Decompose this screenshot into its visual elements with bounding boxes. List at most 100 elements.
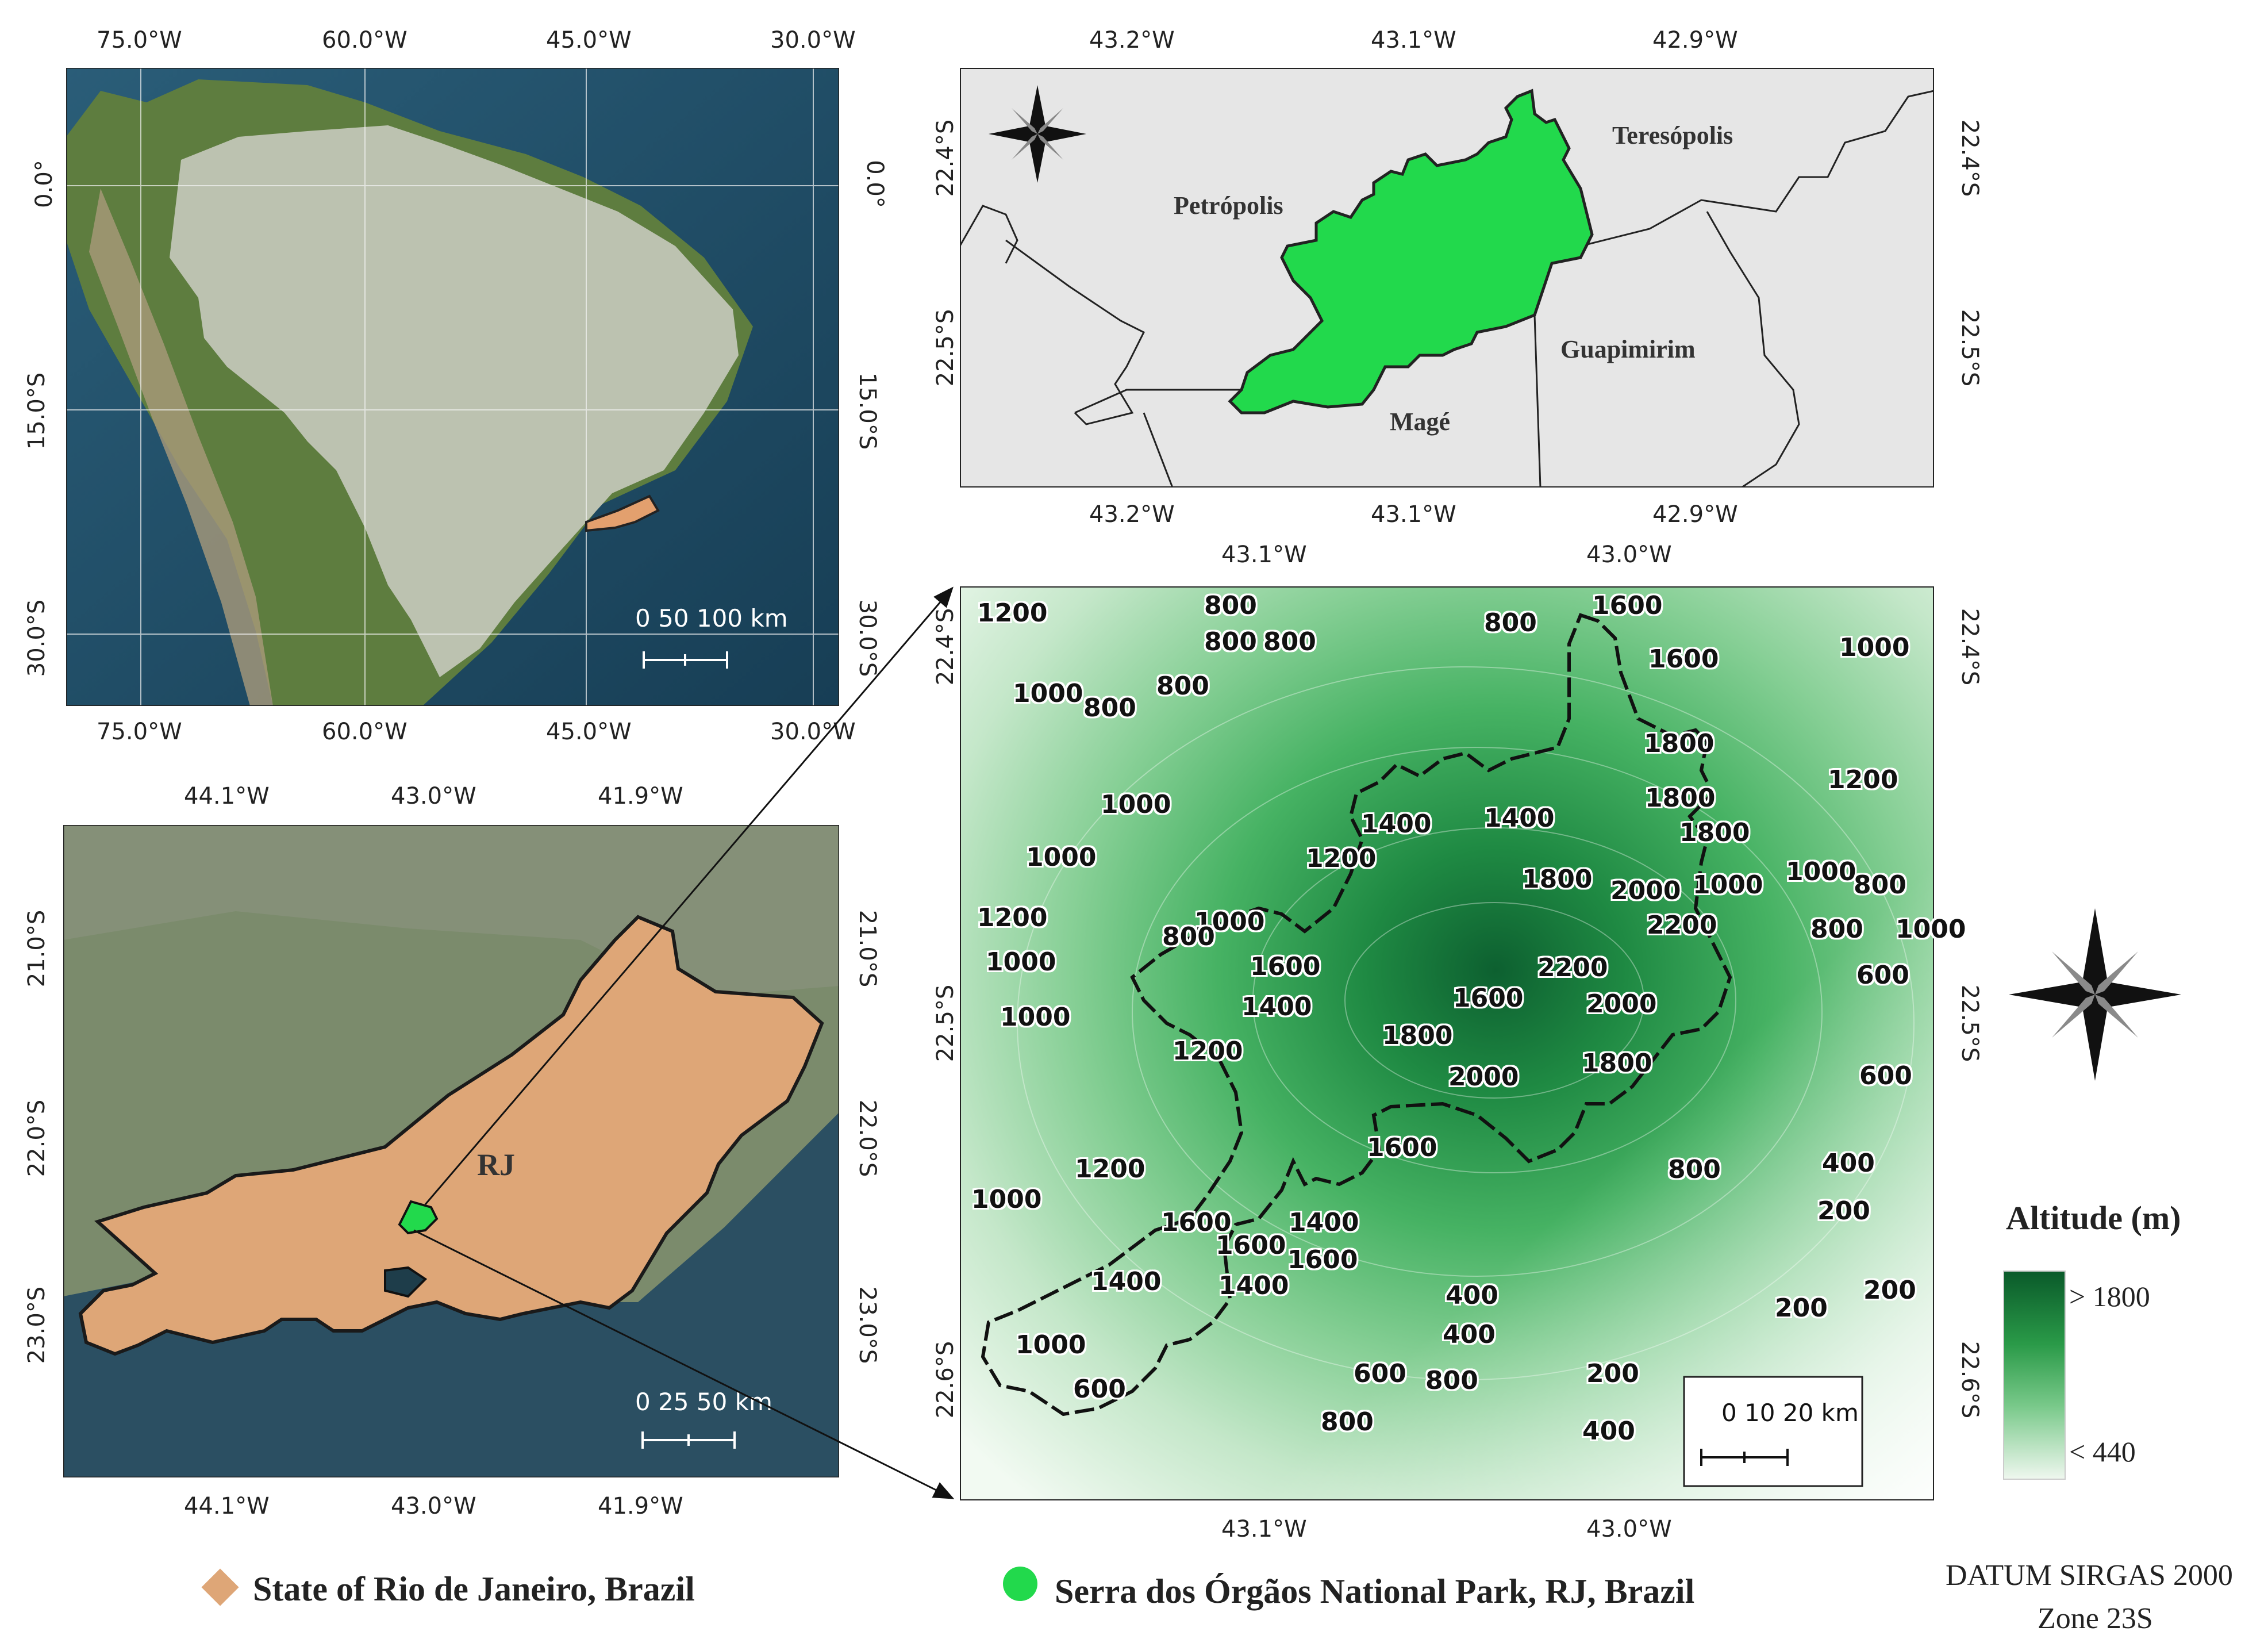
contour-label: 800 (1263, 627, 1316, 657)
legend-rj-label: State of Rio de Janeiro, Brazil (253, 1570, 695, 1608)
contour-label: 1600 (1453, 984, 1524, 1013)
contour-label: 1200 (977, 903, 1048, 932)
contour-label: 400 (1446, 1281, 1498, 1310)
tick-bottom: 45.0°W (546, 719, 632, 745)
label-guapimirim: Guapimirim (1560, 335, 1696, 363)
tick-left: 22.4°S (932, 608, 959, 686)
scalebar-label: 0 50 100 km (635, 604, 788, 632)
map-rj (63, 825, 839, 1477)
contour-label: 800 (1854, 870, 1906, 900)
contour-label: 1000 (1786, 857, 1856, 886)
contour-label: 400 (1822, 1149, 1875, 1178)
contour-label: 1000 (1101, 790, 1171, 819)
contour-label: 1600 (1250, 952, 1321, 981)
contour-label: 1000 (1693, 870, 1763, 900)
contour-label: 1800 (1522, 865, 1593, 894)
contour-label: 800 (1810, 915, 1863, 944)
tick-right: 22.6°S (1956, 1341, 1983, 1419)
ocean-rj (63, 1112, 839, 1477)
datum-line2: Zone 23S (2038, 1602, 2153, 1635)
tick-bottom: 44.1°W (184, 1493, 270, 1519)
park-boundary-dashed (981, 613, 1732, 1417)
contour-label: 800 (1156, 671, 1209, 701)
scalebar-label: 0 10 20 km (1721, 1399, 1859, 1427)
legend-low: < 440 (2069, 1435, 2136, 1468)
tick-top: 44.1°W (184, 783, 270, 809)
contour-label: 800 (1668, 1155, 1721, 1184)
state-label-rj: RJ (477, 1147, 515, 1182)
north-arrow-large (2009, 908, 2181, 1081)
tick-bottom: 30.0°W (770, 719, 856, 745)
tick-bottom: 43.1°W (1221, 1516, 1307, 1542)
legend-high: > 1800 (2069, 1280, 2150, 1312)
contour-label: 2000 (1448, 1062, 1519, 1092)
contour-label: 1600 (1648, 644, 1719, 674)
contour-label: 1600 (1161, 1208, 1232, 1237)
contour-label: 1800 (1679, 818, 1750, 847)
contour-label: 800 (1204, 627, 1257, 657)
tick-top: 45.0°W (546, 27, 632, 53)
contour-label: 600 (1856, 961, 1909, 990)
contour-label: 2200 (1537, 953, 1608, 982)
contour-label: 600 (1354, 1359, 1406, 1388)
scalebar-label: 0 25 50 km (635, 1388, 772, 1416)
scalebar (641, 1431, 736, 1449)
rj-state (585, 494, 660, 532)
contour-label: 1600 (1216, 1231, 1286, 1260)
contour-label: 800 (1484, 608, 1537, 638)
contour-label: 800 (1425, 1366, 1478, 1395)
contour-label: 1000 (1026, 843, 1097, 872)
rj-state-outline (78, 915, 824, 1356)
map-brazil (66, 68, 839, 706)
tick-bottom: 43.2°W (1089, 501, 1175, 528)
contour-label: 1600 (1287, 1245, 1358, 1275)
scalebar-box (1683, 1376, 1863, 1487)
contour-label: 600 (1859, 1061, 1912, 1091)
contour-label: 1000 (1839, 633, 1910, 662)
map-municipalities (960, 68, 1934, 488)
brazil-land (170, 125, 739, 677)
tick-left: 22.5°S (932, 984, 959, 1062)
tick-top: 43.2°W (1089, 27, 1175, 53)
contour-label: 1200 (1828, 765, 1898, 794)
contour-label: 1400 (1361, 809, 1432, 839)
tick-bottom: 43.0°W (1586, 1516, 1672, 1542)
tick-top: 41.9°W (598, 783, 683, 809)
contour-label: 1200 (977, 598, 1048, 628)
contour-label: 1400 (1241, 992, 1312, 1022)
tick-top: 42.9°W (1652, 27, 1738, 53)
contour-label: 400 (1443, 1320, 1496, 1349)
tick-bottom: 43.0°W (391, 1493, 476, 1519)
park-boundary (1228, 89, 1594, 414)
contour-label: 200 (1817, 1196, 1870, 1226)
datum-line1: DATUM SIRGAS 2000 (1946, 1559, 2233, 1592)
legend-title: Altitude (m) (2006, 1199, 2181, 1237)
contour-label: 1000 (986, 947, 1056, 977)
contour-label: 800 (1162, 922, 1215, 951)
label-petropolis: Petrópolis (1174, 191, 1283, 220)
tick-top: 43.1°W (1221, 542, 1307, 568)
legend-park-marker (1003, 1567, 1037, 1601)
contour-label: 1800 (1644, 729, 1715, 758)
contour-label: 1800 (1582, 1049, 1652, 1078)
tick-right: 22.4°S (1956, 608, 1983, 686)
contour-label: 1200 (1173, 1037, 1243, 1066)
tick-bottom: 60.0°W (322, 719, 408, 745)
tick-top: 43.0°W (1586, 542, 1672, 568)
scalebar (643, 651, 728, 669)
contour-label: 1000 (1016, 1330, 1086, 1360)
contour-label: 600 (1073, 1375, 1126, 1404)
contour-label: 200 (1586, 1359, 1639, 1388)
contour-label: 1800 (1645, 784, 1716, 813)
contour-label: 2000 (1586, 989, 1657, 1019)
contour-label: 1600 (1367, 1133, 1437, 1162)
contour-label: 1000 (1000, 1003, 1071, 1032)
contour-label: 800 (1204, 591, 1257, 620)
tick-bottom: 75.0°W (97, 719, 182, 745)
map-altitude (960, 586, 1934, 1500)
contour-label: 2000 (1610, 876, 1681, 905)
contour-label: 1000 (1896, 915, 1966, 944)
contour-label: 1400 (1484, 804, 1555, 833)
contour-label: 1000 (971, 1185, 1042, 1214)
